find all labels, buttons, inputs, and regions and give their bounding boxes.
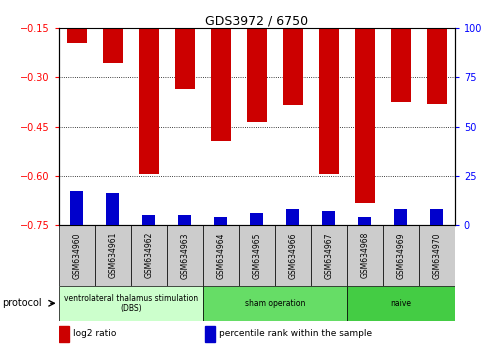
Bar <box>203 225 238 286</box>
Bar <box>390 0 410 102</box>
Text: log2 ratio: log2 ratio <box>72 329 116 338</box>
Text: GSM634966: GSM634966 <box>287 232 297 279</box>
Bar <box>95 225 130 286</box>
Text: GSM634968: GSM634968 <box>360 232 368 279</box>
Bar <box>102 0 122 63</box>
Text: sham operation: sham operation <box>244 299 305 308</box>
Bar <box>70 191 83 225</box>
Bar <box>246 0 266 122</box>
Text: percentile rank within the sample: percentile rank within the sample <box>219 329 371 338</box>
Bar <box>210 0 230 141</box>
Bar <box>238 225 274 286</box>
Bar <box>354 0 374 204</box>
Text: GSM634964: GSM634964 <box>216 232 225 279</box>
Text: GSM634965: GSM634965 <box>252 232 261 279</box>
Bar <box>250 213 263 225</box>
Bar <box>59 326 68 342</box>
Bar <box>166 225 203 286</box>
Text: GSM634960: GSM634960 <box>72 232 81 279</box>
Bar <box>214 217 226 225</box>
Bar <box>418 225 454 286</box>
Text: GSM634961: GSM634961 <box>108 232 117 279</box>
Text: GSM634969: GSM634969 <box>395 232 405 279</box>
Text: naive: naive <box>389 299 410 308</box>
Bar <box>426 0 446 104</box>
Bar <box>142 215 155 225</box>
Bar <box>310 225 346 286</box>
Bar <box>346 225 382 286</box>
Bar <box>318 0 338 174</box>
Bar <box>59 225 95 286</box>
Bar <box>59 286 203 321</box>
Bar <box>139 0 158 174</box>
Bar <box>130 225 166 286</box>
Bar <box>203 286 346 321</box>
Text: ventrolateral thalamus stimulation
(DBS): ventrolateral thalamus stimulation (DBS) <box>63 293 197 313</box>
Bar <box>286 209 299 225</box>
Text: GSM634967: GSM634967 <box>324 232 332 279</box>
Bar <box>358 217 370 225</box>
Text: GSM634963: GSM634963 <box>180 232 189 279</box>
Bar <box>382 225 418 286</box>
Bar <box>322 211 334 225</box>
Bar <box>174 0 194 89</box>
Bar <box>205 326 215 342</box>
Bar <box>394 209 406 225</box>
Text: GSM634970: GSM634970 <box>431 232 440 279</box>
Bar <box>274 225 310 286</box>
Text: GSM634962: GSM634962 <box>144 232 153 279</box>
Bar <box>106 193 119 225</box>
Title: GDS3972 / 6750: GDS3972 / 6750 <box>205 14 307 27</box>
Bar <box>346 286 454 321</box>
Bar <box>429 209 442 225</box>
Bar <box>282 0 302 105</box>
Bar <box>67 0 86 43</box>
Bar <box>178 215 191 225</box>
Text: protocol: protocol <box>2 298 42 308</box>
